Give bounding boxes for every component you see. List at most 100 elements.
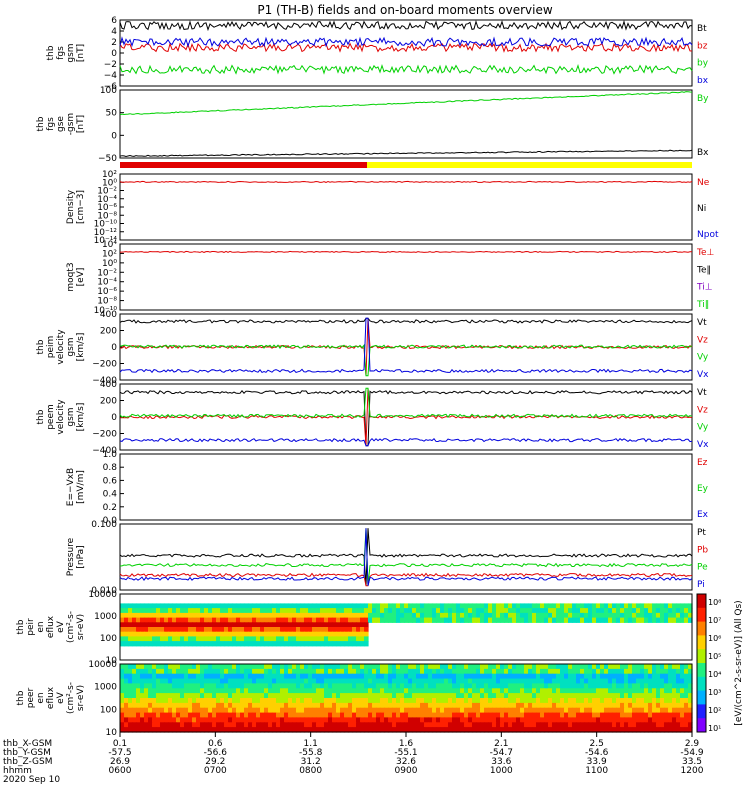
spectrogram-cell xyxy=(120,688,125,694)
spectrogram-cell xyxy=(328,712,333,719)
spectrogram-cell xyxy=(432,608,437,614)
spectrogram-cell xyxy=(620,693,625,699)
spectrogram-cell xyxy=(660,707,665,714)
spectrogram-cell xyxy=(448,664,453,670)
spectrogram-cell xyxy=(612,603,617,609)
spectrogram-cell xyxy=(144,612,149,619)
spectrogram-cell xyxy=(212,702,217,709)
legend-Te⊥: Te⊥ xyxy=(696,248,715,258)
spectrogram-cell xyxy=(300,612,305,619)
spectrogram-cell xyxy=(632,688,637,694)
ylabel-efield: E=−VxB xyxy=(66,468,76,506)
spectrogram-cell xyxy=(164,631,169,637)
spectrogram-cell xyxy=(440,698,445,704)
spectrogram-cell xyxy=(368,608,373,614)
spectrogram-cell xyxy=(640,707,645,714)
spectrogram-cell xyxy=(280,727,285,733)
spectrogram-cell xyxy=(684,722,689,728)
ylabel-temperature: moqt3 xyxy=(66,262,76,291)
spectrogram-cell xyxy=(536,668,541,675)
spectrogram-cell xyxy=(400,722,405,728)
spectrogram-cell xyxy=(624,603,629,609)
spectrogram-cell xyxy=(492,698,497,704)
spectrogram-cell xyxy=(328,683,333,689)
spectrogram-cell xyxy=(136,641,141,647)
spectrogram-cell xyxy=(576,722,581,728)
spectrogram-cell xyxy=(688,612,693,619)
spectrogram-cell xyxy=(296,693,301,699)
spectrogram-cell xyxy=(476,612,481,619)
spectrogram-cell xyxy=(652,617,657,623)
spectrogram-cell xyxy=(376,612,381,619)
spectrogram-cell xyxy=(120,603,125,609)
spectrogram-cell xyxy=(268,683,273,689)
spectrogram-cell xyxy=(532,668,537,675)
spectrogram-cell xyxy=(196,702,201,709)
spectrogram-cell xyxy=(640,603,645,609)
spectrogram-cell xyxy=(532,608,537,614)
spectrogram-cell xyxy=(344,608,349,614)
spectrogram-cell xyxy=(372,717,377,723)
spectrogram-cell xyxy=(580,722,585,728)
spectrogram-cell xyxy=(144,683,149,689)
spectrogram-cell xyxy=(644,617,649,623)
spectrogram-cell xyxy=(248,631,253,637)
spectrogram-cell xyxy=(284,603,289,609)
spectrogram-cell xyxy=(464,668,469,675)
spectrogram-cell xyxy=(300,702,305,709)
spectrogram-cell xyxy=(396,683,401,689)
spectrogram-cell xyxy=(224,712,229,719)
spectrogram-cell xyxy=(172,707,177,714)
spectrogram-cell xyxy=(396,603,401,609)
spectrogram-cell xyxy=(380,688,385,694)
spectrogram-cell xyxy=(492,678,497,685)
spectrogram-cell xyxy=(184,617,189,623)
spectrogram-cell xyxy=(264,608,269,614)
spectrogram-cell xyxy=(144,627,149,633)
spectrogram-cell xyxy=(172,622,177,628)
spectrogram-cell xyxy=(344,702,349,709)
spectrogram-cell xyxy=(648,693,653,699)
spectrogram-cell xyxy=(176,702,181,709)
spectrogram-cell xyxy=(552,702,557,709)
spectrogram-cell xyxy=(320,707,325,714)
spectrogram-cell xyxy=(536,702,541,709)
spectrogram-cell xyxy=(432,678,437,685)
spectrogram-cell xyxy=(404,717,409,723)
colorbar-segment xyxy=(697,676,706,692)
spectrogram-cell xyxy=(184,727,189,733)
spectrogram-cell xyxy=(272,608,277,614)
spectrogram-cell xyxy=(364,693,369,699)
spectrogram-cell xyxy=(368,683,373,689)
spectrogram-cell xyxy=(372,683,377,689)
ylabel-peer-spectrogram: sr-eV) xyxy=(76,685,86,711)
spectrogram-cell xyxy=(304,717,309,723)
spectrogram-cell xyxy=(360,668,365,675)
spectrogram-cell xyxy=(592,688,597,694)
spectrogram-cell xyxy=(584,702,589,709)
spectrogram-cell xyxy=(676,683,681,689)
spectrogram-cell xyxy=(300,722,305,728)
spectrogram-cell xyxy=(348,608,353,614)
spectrogram-cell xyxy=(224,707,229,714)
spectrogram-cell xyxy=(344,636,349,642)
spectrogram-cell xyxy=(592,664,597,670)
spectrogram-cell xyxy=(524,603,529,609)
spectrogram-cell xyxy=(456,612,461,619)
spectrogram-cell xyxy=(360,664,365,670)
spectrogram-cell xyxy=(668,688,673,694)
spectrogram-cell xyxy=(220,717,225,723)
spectrogram-cell xyxy=(260,622,265,628)
spectrogram-cell xyxy=(588,673,593,680)
spectrogram-cell xyxy=(680,688,685,694)
spectrogram-cell xyxy=(480,673,485,680)
spectrogram-cell xyxy=(436,712,441,719)
spectrogram-cell xyxy=(564,693,569,699)
spectrogram-cell xyxy=(196,622,201,628)
spectrogram-cell xyxy=(144,707,149,714)
spectrogram-cell xyxy=(228,683,233,689)
spectrogram-cell xyxy=(588,693,593,699)
ytick-temperature: 10² xyxy=(102,249,117,259)
spectrogram-cell xyxy=(216,722,221,728)
spectrogram-cell xyxy=(120,617,125,623)
